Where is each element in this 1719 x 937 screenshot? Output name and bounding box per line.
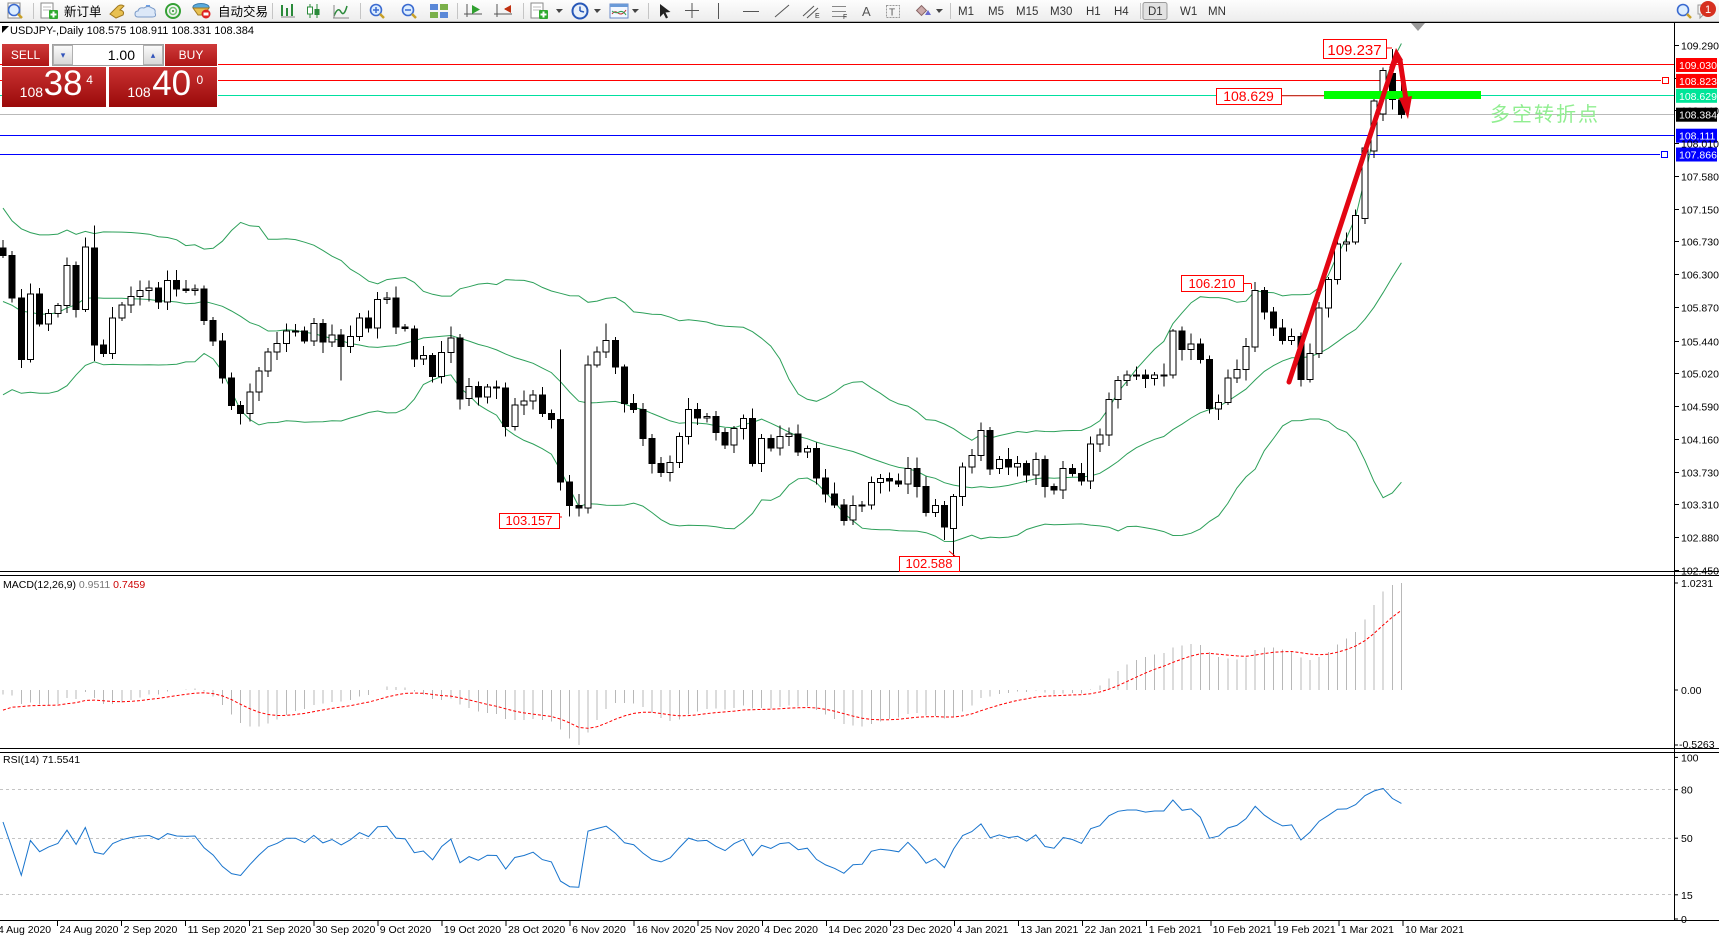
svg-text:F: F xyxy=(843,14,847,21)
svg-text:107.580: 107.580 xyxy=(1681,172,1719,184)
svg-text:M5: M5 xyxy=(988,6,1004,18)
svg-text:10 Mar 2021: 10 Mar 2021 xyxy=(1405,924,1464,936)
svg-text:25 Nov 2020: 25 Nov 2020 xyxy=(700,924,760,936)
svg-text:103.730: 103.730 xyxy=(1681,468,1719,480)
svg-text:4 Dec 2020: 4 Dec 2020 xyxy=(764,924,818,936)
svg-text:21 Sep 2020: 21 Sep 2020 xyxy=(252,924,312,936)
svg-text:102.588: 102.588 xyxy=(906,556,953,571)
svg-text:1.0231: 1.0231 xyxy=(1681,578,1713,590)
svg-text:USDJPY-,Daily 108.575 108.911: USDJPY-,Daily 108.575 108.911 108.331 10… xyxy=(10,25,254,37)
svg-text:多空转折点: 多空转折点 xyxy=(1490,103,1600,126)
svg-text:109.237: 109.237 xyxy=(1327,42,1381,59)
svg-text:RSI(14) 71.5541: RSI(14) 71.5541 xyxy=(3,754,80,766)
svg-text:T: T xyxy=(889,8,895,19)
svg-text:102.450: 102.450 xyxy=(1681,566,1719,578)
svg-text:106.730: 106.730 xyxy=(1681,237,1719,249)
svg-text:M1: M1 xyxy=(958,6,974,18)
svg-text:108.384: 108.384 xyxy=(1679,110,1717,122)
svg-text:105.870: 105.870 xyxy=(1681,303,1719,315)
svg-text:2 Sep 2020: 2 Sep 2020 xyxy=(124,924,178,936)
svg-text:4 Jan 2021: 4 Jan 2021 xyxy=(957,924,1009,936)
svg-text:109.030: 109.030 xyxy=(1679,60,1717,72)
svg-text:14 Dec 2020: 14 Dec 2020 xyxy=(828,924,888,936)
svg-text:MACD(12,26,9) 0.9511 0.7459: MACD(12,26,9) 0.9511 0.7459 xyxy=(3,579,145,591)
svg-text:M30: M30 xyxy=(1050,6,1072,18)
svg-text:1 Feb 2021: 1 Feb 2021 xyxy=(1149,924,1202,936)
svg-text:新订单: 新订单 xyxy=(64,4,102,19)
svg-text:15: 15 xyxy=(1681,890,1693,902)
svg-text:108.823: 108.823 xyxy=(1679,76,1717,88)
svg-text:1: 1 xyxy=(1705,4,1711,16)
svg-text:H4: H4 xyxy=(1114,6,1129,18)
svg-text:22 Jan 2021: 22 Jan 2021 xyxy=(1085,924,1143,936)
svg-text:A: A xyxy=(862,4,871,19)
svg-text:106.210: 106.210 xyxy=(1189,276,1236,291)
svg-text:4 Aug 2020: 4 Aug 2020 xyxy=(0,924,51,936)
svg-text:108.629: 108.629 xyxy=(1223,88,1274,104)
svg-text:D1: D1 xyxy=(1148,6,1163,18)
svg-text:105.020: 105.020 xyxy=(1681,369,1719,381)
svg-text:23 Dec 2020: 23 Dec 2020 xyxy=(892,924,952,936)
svg-text:W1: W1 xyxy=(1180,6,1197,18)
svg-text:M15: M15 xyxy=(1016,6,1038,18)
svg-text:104.590: 104.590 xyxy=(1681,402,1719,414)
svg-text:E: E xyxy=(815,13,820,20)
svg-text:1 Mar 2021: 1 Mar 2021 xyxy=(1341,924,1394,936)
svg-text:19 Feb 2021: 19 Feb 2021 xyxy=(1277,924,1336,936)
svg-text:108.111: 108.111 xyxy=(1679,131,1716,143)
svg-text:80: 80 xyxy=(1681,785,1693,797)
svg-text:107.150: 107.150 xyxy=(1681,205,1719,217)
svg-text:108.010: 108.010 xyxy=(1681,138,1719,150)
svg-text:-0.5263: -0.5263 xyxy=(1679,739,1715,751)
svg-text:24 Aug 2020: 24 Aug 2020 xyxy=(60,924,119,936)
svg-text:0.00: 0.00 xyxy=(1681,685,1702,697)
svg-text:50: 50 xyxy=(1681,833,1693,845)
svg-text:MN: MN xyxy=(1208,6,1226,18)
svg-text:104.160: 104.160 xyxy=(1681,435,1719,447)
svg-text:11 Sep 2020: 11 Sep 2020 xyxy=(188,924,247,936)
svg-text:106.300: 106.300 xyxy=(1681,270,1719,282)
svg-text:H1: H1 xyxy=(1086,6,1101,18)
svg-text:107.866: 107.866 xyxy=(1679,150,1717,162)
svg-text:19 Oct 2020: 19 Oct 2020 xyxy=(444,924,501,936)
svg-text:103.310: 103.310 xyxy=(1681,500,1719,512)
svg-text:109.290: 109.290 xyxy=(1681,41,1719,53)
svg-text:108.629: 108.629 xyxy=(1679,91,1717,103)
svg-text:10 Feb 2021: 10 Feb 2021 xyxy=(1213,924,1272,936)
svg-text:100: 100 xyxy=(1681,752,1699,764)
svg-text:28 Oct 2020: 28 Oct 2020 xyxy=(508,924,565,936)
svg-text:6 Nov 2020: 6 Nov 2020 xyxy=(572,924,626,936)
svg-text:105.440: 105.440 xyxy=(1681,337,1719,349)
svg-text:103.157: 103.157 xyxy=(506,513,553,528)
svg-text:自动交易: 自动交易 xyxy=(218,4,268,19)
svg-text:13 Jan 2021: 13 Jan 2021 xyxy=(1021,924,1079,936)
svg-text:30 Sep 2020: 30 Sep 2020 xyxy=(316,924,376,936)
svg-text:9 Oct 2020: 9 Oct 2020 xyxy=(380,924,432,936)
svg-text:102.880: 102.880 xyxy=(1681,533,1719,545)
svg-text:0: 0 xyxy=(1681,914,1687,926)
svg-text:16 Nov 2020: 16 Nov 2020 xyxy=(636,924,696,936)
